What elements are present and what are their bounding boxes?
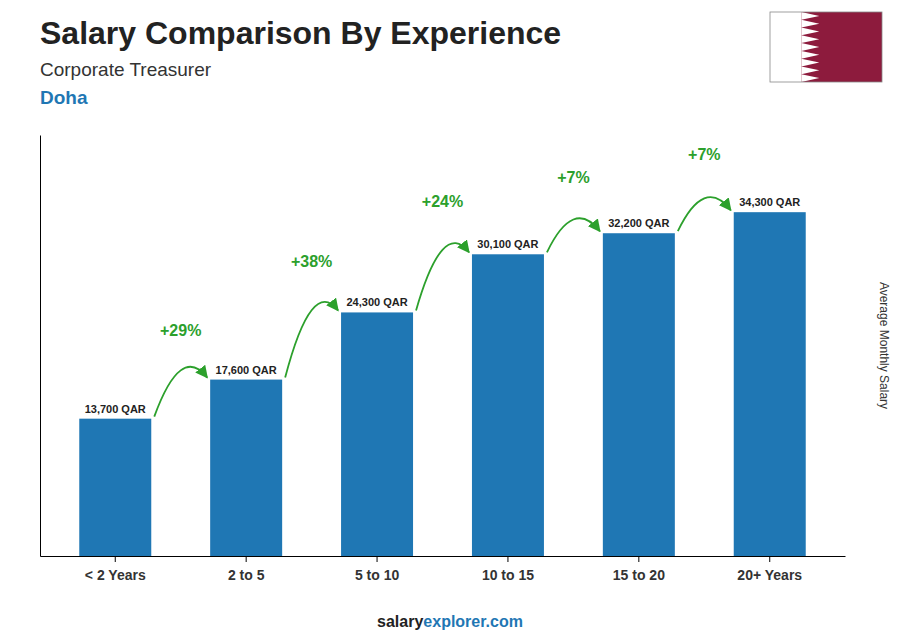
change-label: +29% <box>160 322 201 339</box>
change-arrow <box>416 243 469 310</box>
data-label: 24,300 QAR <box>346 296 407 308</box>
flag-tooth <box>801 20 819 28</box>
title: Salary Comparison By Experience <box>40 15 561 51</box>
flag-tooth <box>801 28 819 36</box>
x-tick-mark <box>638 556 639 562</box>
bars <box>79 212 805 556</box>
flag-tooth <box>801 59 819 67</box>
y-axis-line <box>40 136 41 557</box>
x-tick-mark <box>246 556 247 562</box>
change-arrow <box>678 197 731 231</box>
flag-tooth <box>801 51 819 59</box>
x-tick: 10 to 15 <box>482 556 534 583</box>
flag-tooth <box>801 35 819 43</box>
bar <box>734 212 806 556</box>
plot-area: < 2 Years 2 to 5 5 to 10 10 to 15 15 to 20 20… <box>41 136 846 584</box>
data-labels: 13,700 QAR 17,600 QAR 24,300 QAR 30,100 QAR… <box>85 196 801 414</box>
x-tick-mark <box>115 556 116 562</box>
subtitle: Corporate Treasurer <box>40 59 212 80</box>
y-axis <box>40 136 41 557</box>
data-label: 30,100 QAR <box>477 238 538 250</box>
flag-tooth <box>801 12 819 20</box>
flag-tooth <box>801 43 819 51</box>
bar <box>79 419 151 556</box>
x-tick-mark <box>507 556 508 562</box>
data-label: 34,300 QAR <box>739 196 800 208</box>
change-arrows <box>154 197 730 416</box>
bar <box>472 254 544 556</box>
flag-white <box>770 12 801 82</box>
x-tick-mark <box>377 556 378 562</box>
bar <box>603 233 675 556</box>
bar <box>210 380 282 556</box>
location: Doha <box>40 87 88 108</box>
x-tick-label: 2 to 5 <box>228 567 265 583</box>
data-label: 17,600 QAR <box>216 364 277 376</box>
flag <box>770 12 882 82</box>
x-tick-label: < 2 Years <box>85 567 146 583</box>
x-tick-label: 5 to 10 <box>355 567 400 583</box>
x-axis-line <box>41 556 846 557</box>
change-label: +24% <box>422 193 463 210</box>
data-label: 13,700 QAR <box>85 403 146 415</box>
x-tick: < 2 Years <box>85 556 146 583</box>
bar <box>341 312 413 556</box>
x-axis: < 2 Years 2 to 5 5 to 10 10 to 15 15 to 20 20… <box>41 556 846 583</box>
change-label: +7% <box>688 146 720 163</box>
change-label: +38% <box>291 253 332 270</box>
change-annotations: +29% +38% +24% +7% +7% <box>160 146 720 338</box>
x-tick-label: 15 to 20 <box>613 567 665 583</box>
x-tick-mark <box>769 556 770 562</box>
x-tick-label: 20+ Years <box>737 567 802 583</box>
footer: salaryexplorer.com <box>377 613 523 630</box>
x-tick: 15 to 20 <box>613 556 665 583</box>
footer-part: explorer.com <box>423 613 523 630</box>
change-arrow <box>285 302 338 378</box>
y-axis-title: Average Monthly Salary <box>877 282 891 409</box>
change-arrow <box>547 218 600 252</box>
x-tick-label: 10 to 15 <box>482 567 534 583</box>
x-tick: 20+ Years <box>737 556 802 583</box>
x-tick: 5 to 10 <box>355 556 400 583</box>
flag-tooth <box>801 66 819 74</box>
flag-border <box>770 12 882 82</box>
change-label: +7% <box>557 169 589 186</box>
change-arrow <box>154 367 207 417</box>
footer-part: salary <box>377 613 423 630</box>
flag-tooth <box>801 74 819 82</box>
flag-maroon <box>801 12 882 82</box>
data-label: 32,200 QAR <box>608 217 669 229</box>
chart-root: Salary Comparison By Experience Corporate… <box>0 0 900 641</box>
x-tick: 2 to 5 <box>228 556 265 583</box>
